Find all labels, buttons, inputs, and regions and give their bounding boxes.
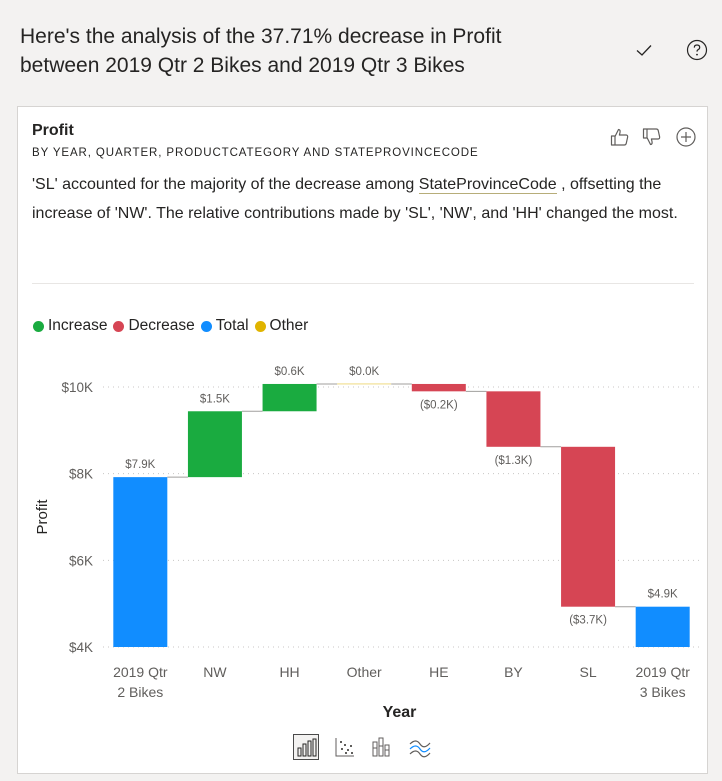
data-label: ($0.2K) [420, 399, 458, 411]
x-tick-label: HE [429, 664, 448, 680]
insight-narrative: 'SL' accounted for the majority of the d… [32, 171, 692, 228]
waterfall-bar-decrease [561, 446, 616, 607]
legend-dot-decrease [113, 320, 125, 332]
narrative-text-start: 'SL' accounted for the majority of the d… [32, 176, 419, 193]
column-chart-icon[interactable] [369, 734, 395, 760]
y-tick-label: $6K [69, 553, 93, 568]
insight-card: Profit BY YEAR, QUARTER, PRODUCTCATEGORY… [17, 106, 708, 774]
page-title: Here's the analysis of the 37.71% decrea… [20, 25, 502, 77]
legend-dot-total [200, 320, 212, 332]
x-tick-label: 2 Bikes [117, 684, 163, 700]
divider [32, 283, 694, 284]
ribbon-chart-icon[interactable] [407, 734, 433, 760]
x-tick-label: BY [504, 664, 523, 680]
add-icon[interactable] [674, 125, 698, 149]
checkmark-icon[interactable] [632, 38, 656, 62]
y-tick-label: $10K [61, 380, 93, 395]
legend-item-other[interactable]: Other [254, 317, 309, 335]
legend-dot-increase [33, 320, 44, 332]
waterfall-bar-increase [262, 383, 317, 412]
card-actions [608, 125, 700, 149]
x-tick-label: 2019 Qtr [113, 664, 168, 680]
x-tick-label: NW [203, 664, 227, 680]
waterfall-chart: $4K $6K $8K $10K Profit $7.9K 2019 Qtr 2 Bikes $… [34, 366, 700, 721]
data-label: $4.9K [648, 589, 678, 601]
data-label: $0.6K [275, 366, 305, 378]
waterfall-chart-icon[interactable] [293, 734, 319, 760]
narrative-text-end: , offsetting the increase of 'NW'. The r… [32, 176, 678, 222]
waterfall-bar-decrease [411, 383, 466, 392]
thumbs-down-icon[interactable] [640, 125, 664, 149]
waterfall-bar-total [113, 477, 168, 647]
chart-legend: Increase Decrease Total Other [33, 317, 314, 335]
waterfall-bar-increase [187, 411, 242, 478]
legend-dot-other [254, 320, 266, 332]
x-tick-label: 2019 Qtr [635, 664, 690, 680]
legend-item-total[interactable]: Total [200, 317, 249, 335]
card-subtitle: BY YEAR, QUARTER, PRODUCTCATEGORY AND ST… [32, 147, 479, 159]
scatter-chart-icon[interactable] [332, 734, 358, 760]
thumbs-up-icon[interactable] [608, 125, 632, 149]
x-tick-label: SL [580, 664, 597, 680]
header-bar: Here's the analysis of the 37.71% decrea… [0, 0, 722, 106]
y-tick-label: $4K [69, 640, 93, 655]
x-tick-label: HH [279, 664, 299, 680]
y-axis-title: Profit [34, 499, 51, 535]
legend-label: Other [269, 317, 309, 334]
waterfall-bar-total [635, 606, 690, 647]
y-tick-label: $8K [69, 467, 93, 482]
x-tick-label: Other [347, 664, 382, 680]
x-tick-label: 3 Bikes [640, 684, 686, 700]
data-label: $0.0K [349, 366, 379, 378]
legend-label: Decrease [128, 317, 195, 334]
x-axis-title: Year [383, 704, 417, 721]
waterfall-bar-decrease [486, 391, 541, 447]
card-title: Profit [32, 122, 74, 139]
help-icon[interactable] [686, 39, 708, 61]
data-label: ($3.7K) [569, 615, 607, 627]
legend-label: Increase [48, 317, 108, 334]
legend-item-decrease[interactable]: Decrease [113, 317, 195, 335]
data-label: $1.5K [200, 393, 230, 405]
legend-item-increase[interactable]: Increase [33, 317, 107, 335]
legend-label: Total [215, 317, 249, 334]
data-label: ($1.3K) [495, 455, 533, 467]
visual-type-switcher [293, 734, 443, 764]
field-link-stateprovincecode[interactable]: StateProvinceCode [418, 176, 557, 194]
data-label: $7.9K [125, 459, 155, 471]
